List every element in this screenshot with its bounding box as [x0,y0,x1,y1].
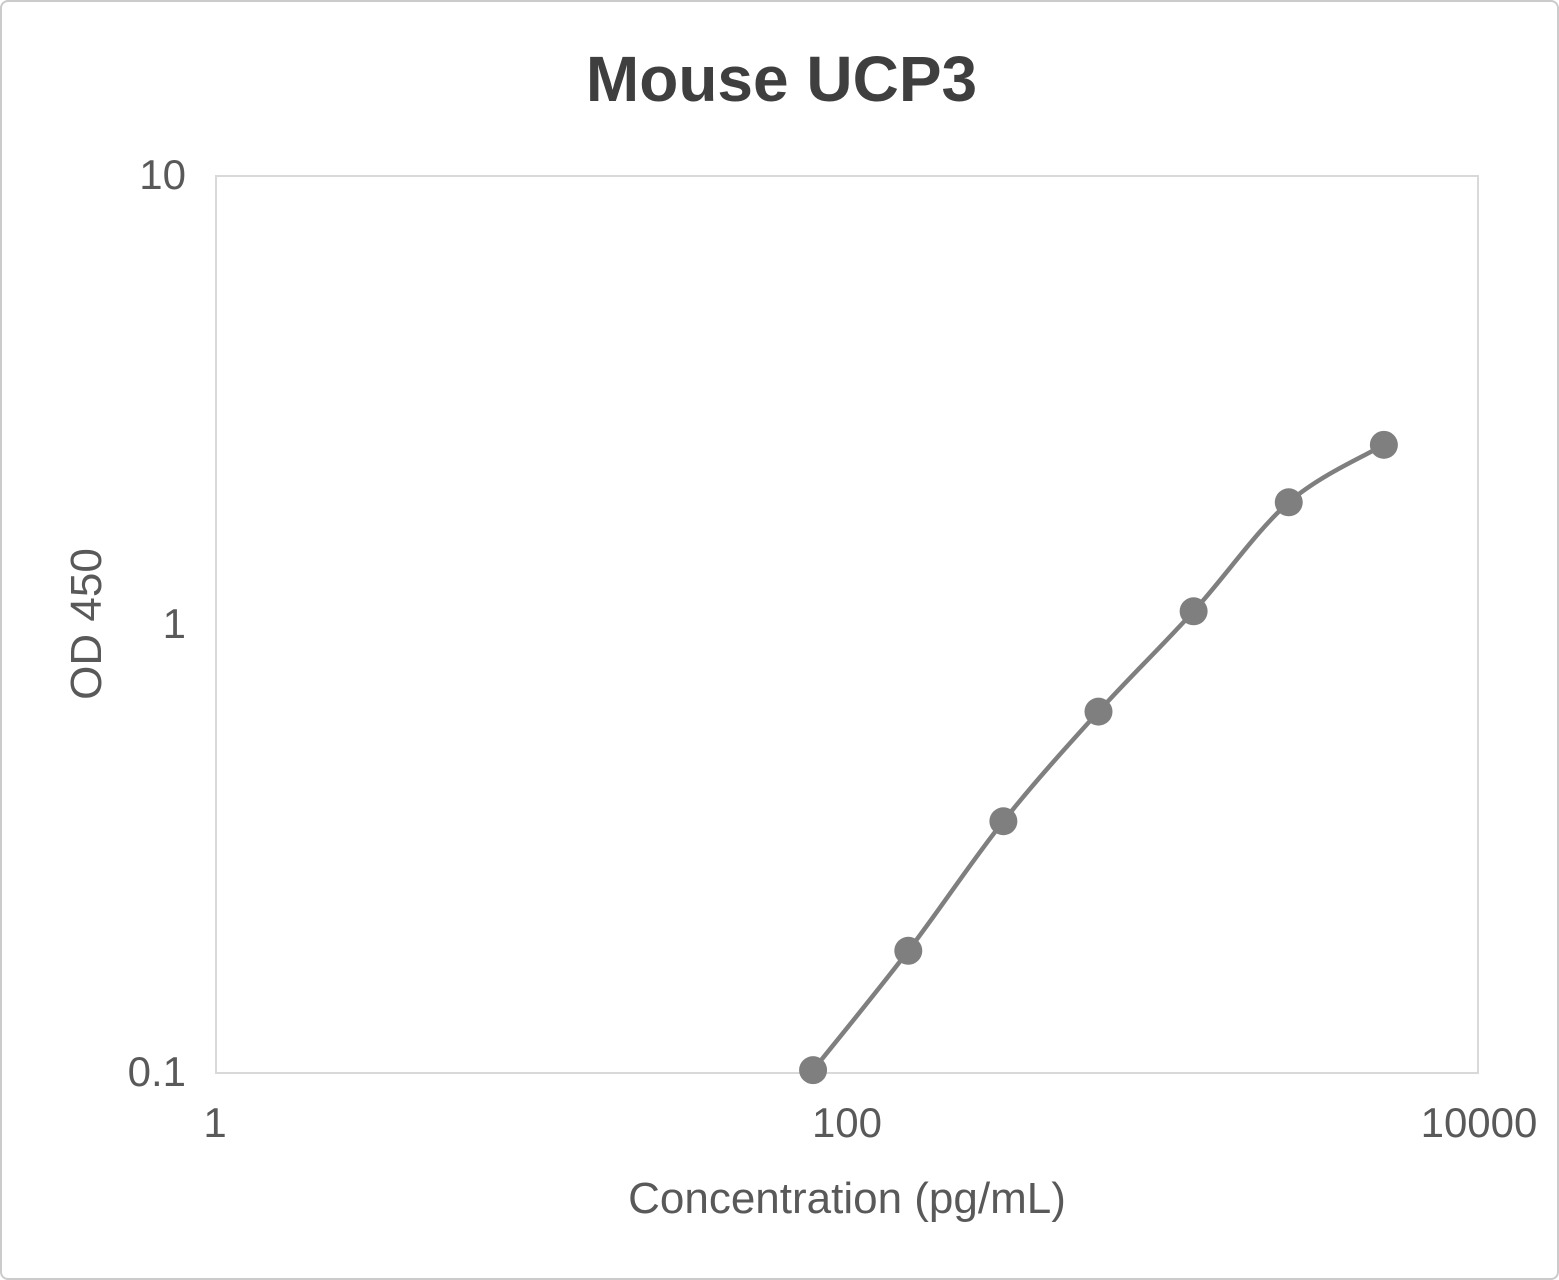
y-tick-label-0.1: 0.1 [127,1048,186,1095]
x-tick-label-10000: 10000 [1420,1099,1538,1146]
plot-area [215,175,1479,1074]
chart-title: Mouse UCP3 [585,43,978,115]
x-axis-title: Concentration (pg/mL) [628,1174,1066,1223]
x-tick-label-1: 1 [203,1099,227,1146]
y-tick-label-10: 10 [139,151,186,198]
y-tick-label-1: 1 [162,600,186,647]
x-tick-label-100: 100 [811,1099,883,1146]
